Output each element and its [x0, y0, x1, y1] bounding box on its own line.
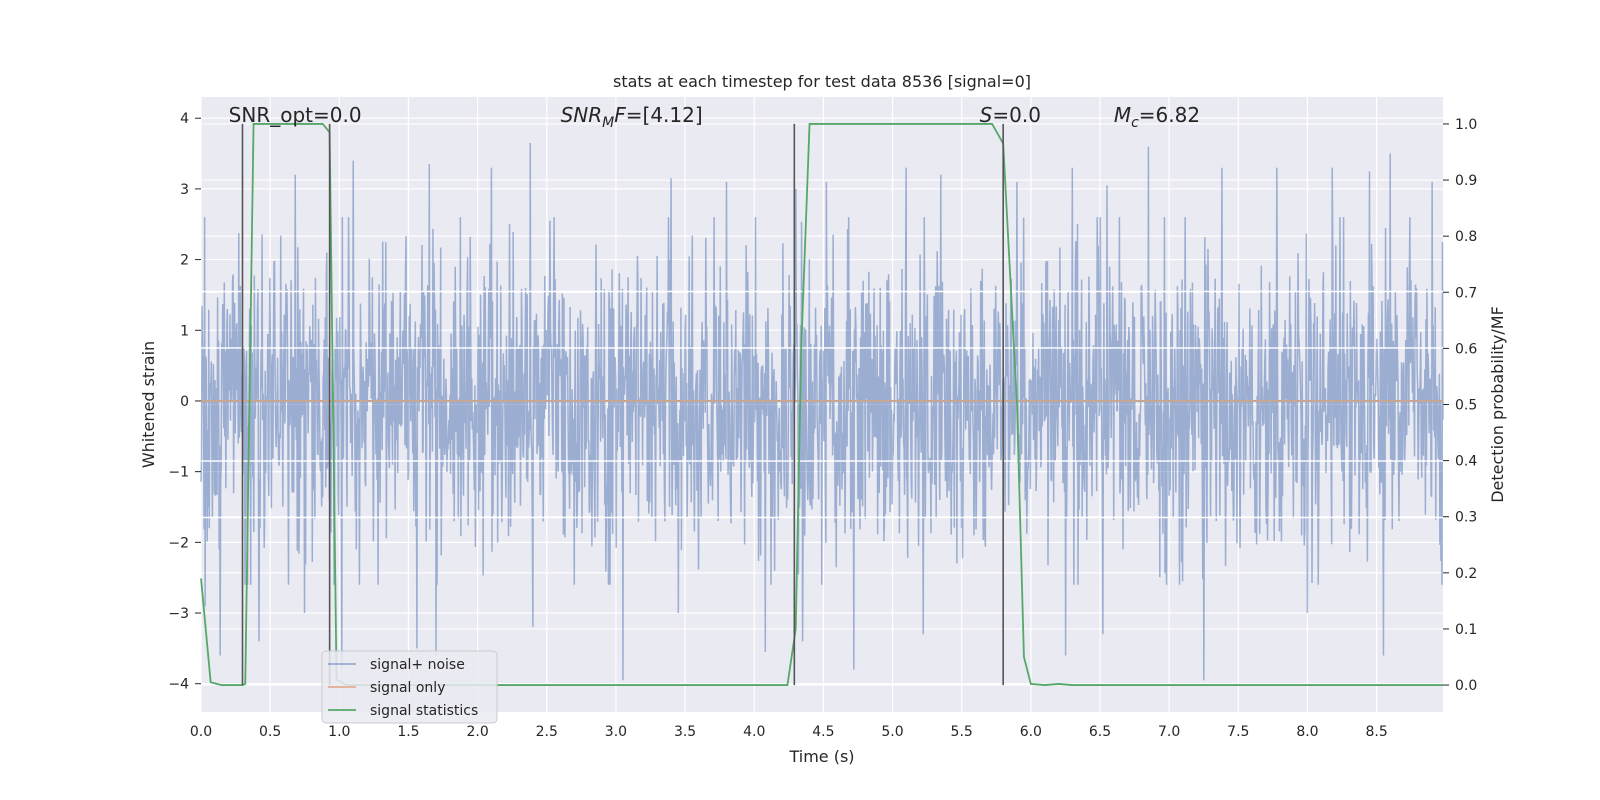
y-tick-label: −2 — [168, 535, 189, 551]
vertical-marker-lines — [241, 123, 1004, 686]
signal-statistics-line — [200, 123, 1443, 686]
annotation: SNR_opt=0.0 — [229, 103, 362, 127]
x-tick-label: 0.0 — [190, 724, 212, 740]
x-tick-label: 4.0 — [743, 724, 765, 740]
annotation-main: S — [980, 103, 993, 127]
annotation-suffix: =[4.12] — [626, 103, 703, 127]
y-tick-label: 3 — [180, 182, 189, 198]
y2-tick-label: 0.4 — [1455, 454, 1477, 470]
y2-tick-label: 0.1 — [1455, 622, 1477, 638]
y-tick-label: 2 — [180, 253, 189, 269]
annotation-subscript: M — [602, 115, 614, 131]
annotation-suffix-italic: F — [614, 103, 626, 127]
y2-axis-ticks: 0.0 0.1 0.2 0.3 0.4 0.5 0.6 0.7 0.8 0.9 1.0 — [1443, 117, 1477, 694]
y-tick-label: −4 — [168, 677, 189, 693]
series-signal-statistics — [200, 123, 1443, 686]
legend-label-signal-noise: signal+ noise — [370, 657, 465, 673]
x-tick-label: 3.0 — [605, 724, 627, 740]
y2-tick-label: 0.9 — [1455, 173, 1477, 189]
x-tick-label: 7.5 — [1227, 724, 1249, 740]
x-tick-label: 5.0 — [881, 724, 903, 740]
y2-axis-label: Detection probability/MF — [1488, 306, 1507, 503]
annotations: SNR_opt=0.0 SNRMF=[4.12] S=0.0 Mc=6.82 — [229, 103, 1200, 131]
annotation: SNRMF=[4.12] — [561, 103, 703, 131]
y-tick-label: 4 — [180, 111, 189, 127]
annotation-suffix: =6.82 — [1139, 103, 1200, 127]
legend: signal+ noise signal only signal statist… — [321, 650, 498, 724]
annotation-main: M — [1114, 103, 1131, 127]
y2-tick-label: 0.7 — [1455, 285, 1477, 301]
y-tick-label: 0 — [180, 394, 189, 410]
annotation-subscript: c — [1131, 115, 1139, 131]
y-tick-label: −1 — [168, 465, 189, 481]
annotation: S=0.0 — [980, 103, 1041, 127]
x-tick-label: 3.5 — [674, 724, 696, 740]
x-tick-label: 7.0 — [1158, 724, 1180, 740]
annotation-main: SNR — [561, 103, 603, 127]
x-tick-label: 5.5 — [951, 724, 973, 740]
chart-title: stats at each timestep for test data 853… — [613, 72, 1031, 91]
y2-tick-label: 0.2 — [1455, 566, 1477, 582]
x-tick-label: 6.0 — [1020, 724, 1042, 740]
y-tick-label: −3 — [168, 606, 189, 622]
y-axis-ticks: −4 −3 −2 −1 0 1 2 3 4 — [168, 111, 201, 693]
x-tick-label: 8.5 — [1365, 724, 1387, 740]
y2-tick-label: 0.5 — [1455, 398, 1477, 414]
y2-tick-label: 1.0 — [1455, 117, 1477, 133]
x-tick-label: 6.5 — [1089, 724, 1111, 740]
annotation-suffix: =0.0 — [992, 103, 1041, 127]
legend-label-signal-only: signal only — [370, 680, 445, 696]
x-tick-label: 2.5 — [536, 724, 558, 740]
horizontal-lines — [201, 290, 1443, 519]
x-tick-label: 2.0 — [466, 724, 488, 740]
y2-tick-label: 0.8 — [1455, 229, 1477, 245]
annotation: Mc=6.82 — [1114, 103, 1200, 131]
y-axis-label: Whitened strain — [139, 341, 158, 468]
x-axis-label: Time (s) — [788, 747, 854, 766]
x-tick-label: 0.5 — [259, 724, 281, 740]
x-tick-label: 1.0 — [328, 724, 350, 740]
legend-label-signal-statistics: signal statistics — [370, 703, 478, 719]
x-tick-label: 1.5 — [397, 724, 419, 740]
y2-tick-label: 0.0 — [1455, 678, 1477, 694]
y-tick-label: 1 — [180, 323, 189, 339]
x-tick-label: 8.0 — [1296, 724, 1318, 740]
x-tick-label: 4.5 — [812, 724, 834, 740]
y2-tick-label: 0.3 — [1455, 510, 1477, 526]
y2-tick-label: 0.6 — [1455, 341, 1477, 357]
legend-box — [321, 650, 498, 724]
x-axis-ticks: 0.0 0.5 1.0 1.5 2.0 2.5 3.0 3.5 4.0 4.5 5.0 5.5 6.0 6… — [190, 724, 1388, 740]
